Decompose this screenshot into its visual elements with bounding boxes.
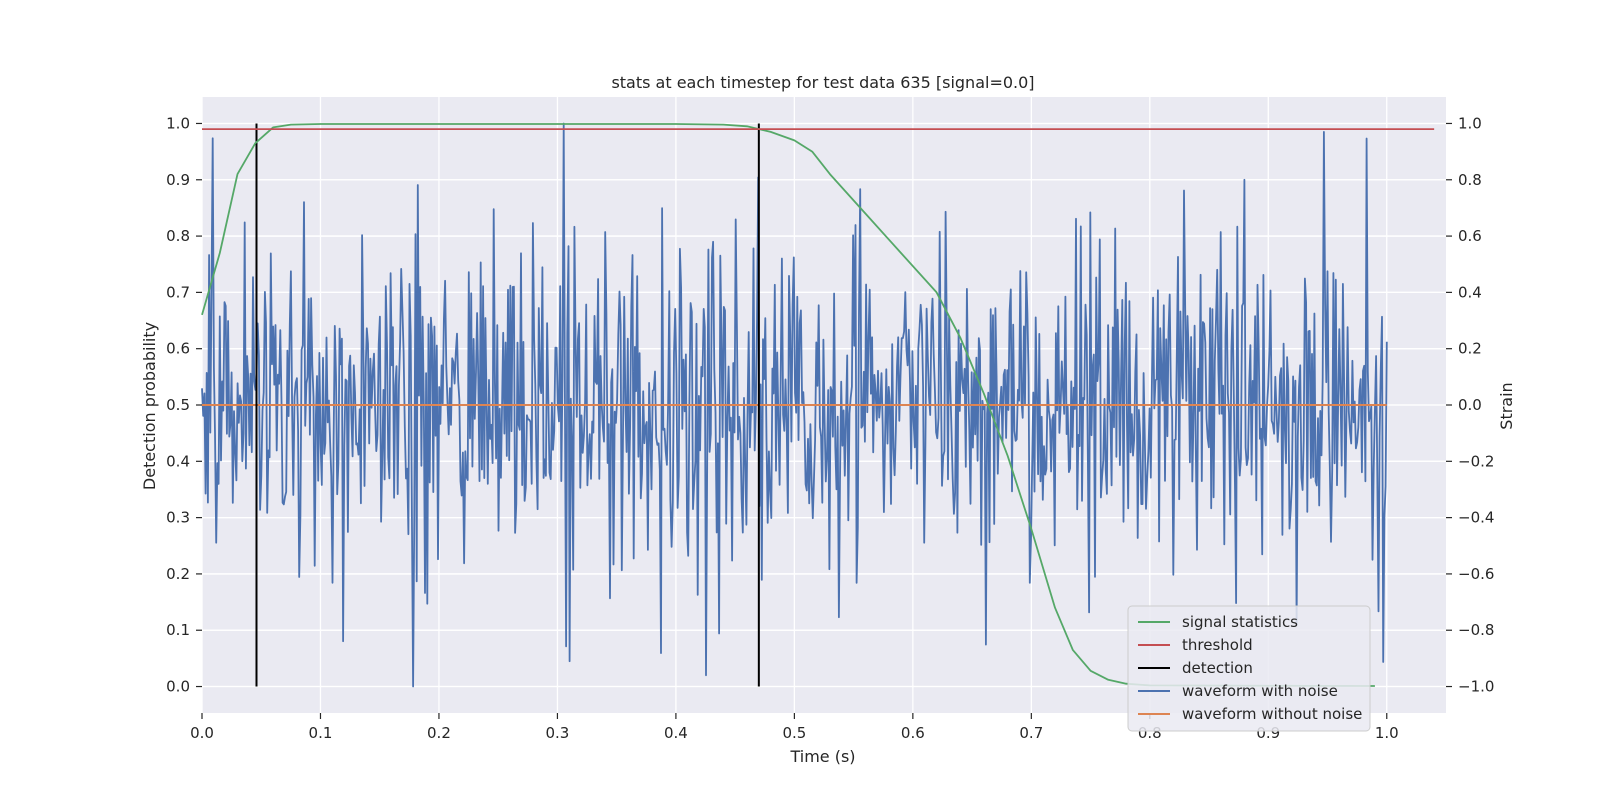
- x-tick-label: 0.7: [1019, 724, 1043, 742]
- y-tick-label: 0.0: [166, 678, 190, 696]
- x-tick-label: 0.2: [427, 724, 451, 742]
- y2-tick-label: 0.0: [1458, 396, 1482, 414]
- y-tick-label: 0.7: [166, 283, 190, 301]
- x-tick-label: 1.0: [1375, 724, 1399, 742]
- legend-label: detection: [1182, 659, 1253, 677]
- legend-label: signal statistics: [1182, 613, 1298, 631]
- chart-title: stats at each timestep for test data 635…: [611, 73, 1034, 92]
- y-tick-label: 0.1: [166, 621, 190, 639]
- y2-tick-label: 0.8: [1458, 171, 1482, 189]
- y-tick-label: 0.6: [166, 340, 190, 358]
- x-tick-label: 0.6: [901, 724, 925, 742]
- y2-tick-label: 0.6: [1458, 227, 1482, 245]
- x-tick-label: 0.5: [782, 724, 806, 742]
- series-signal-statistics: [201, 123, 1375, 687]
- legend-label: waveform without noise: [1182, 705, 1362, 723]
- x-axis-label: Time (s): [789, 747, 855, 766]
- y2-tick-label: −0.2: [1458, 452, 1494, 470]
- series-waveform-with-noise: [201, 122, 1388, 688]
- y2-tick-label: −0.6: [1458, 565, 1494, 583]
- y-tick-label: 0.9: [166, 171, 190, 189]
- legend-label: threshold: [1182, 636, 1253, 654]
- y2-tick-label: 0.4: [1458, 283, 1482, 301]
- legend-box: [1127, 605, 1371, 732]
- y2-tick-label: −0.4: [1458, 509, 1494, 527]
- x-tick-label: 0.4: [664, 724, 688, 742]
- y-tick-label: 0.5: [166, 396, 190, 414]
- y2-tick-label: 1.0: [1458, 114, 1482, 132]
- x-tick-label: 0.1: [309, 724, 333, 742]
- y2-tick-label: 0.2: [1458, 340, 1482, 358]
- y-axis-label: Detection probability: [140, 322, 159, 490]
- y-tick-label: 0.8: [166, 227, 190, 245]
- y2-tick-label: −1.0: [1458, 678, 1494, 696]
- y-tick-label: 0.2: [166, 565, 190, 583]
- legend-label: waveform with noise: [1182, 682, 1338, 700]
- x-tick-label: 0.0: [190, 724, 214, 742]
- y-tick-label: 1.0: [166, 114, 190, 132]
- y-tick-label: 0.4: [166, 452, 190, 470]
- y-tick-label: 0.3: [166, 509, 190, 527]
- y2-tick-label: −0.8: [1458, 621, 1494, 639]
- y2-axis-label: Strain: [1497, 382, 1516, 429]
- x-tick-label: 0.3: [545, 724, 569, 742]
